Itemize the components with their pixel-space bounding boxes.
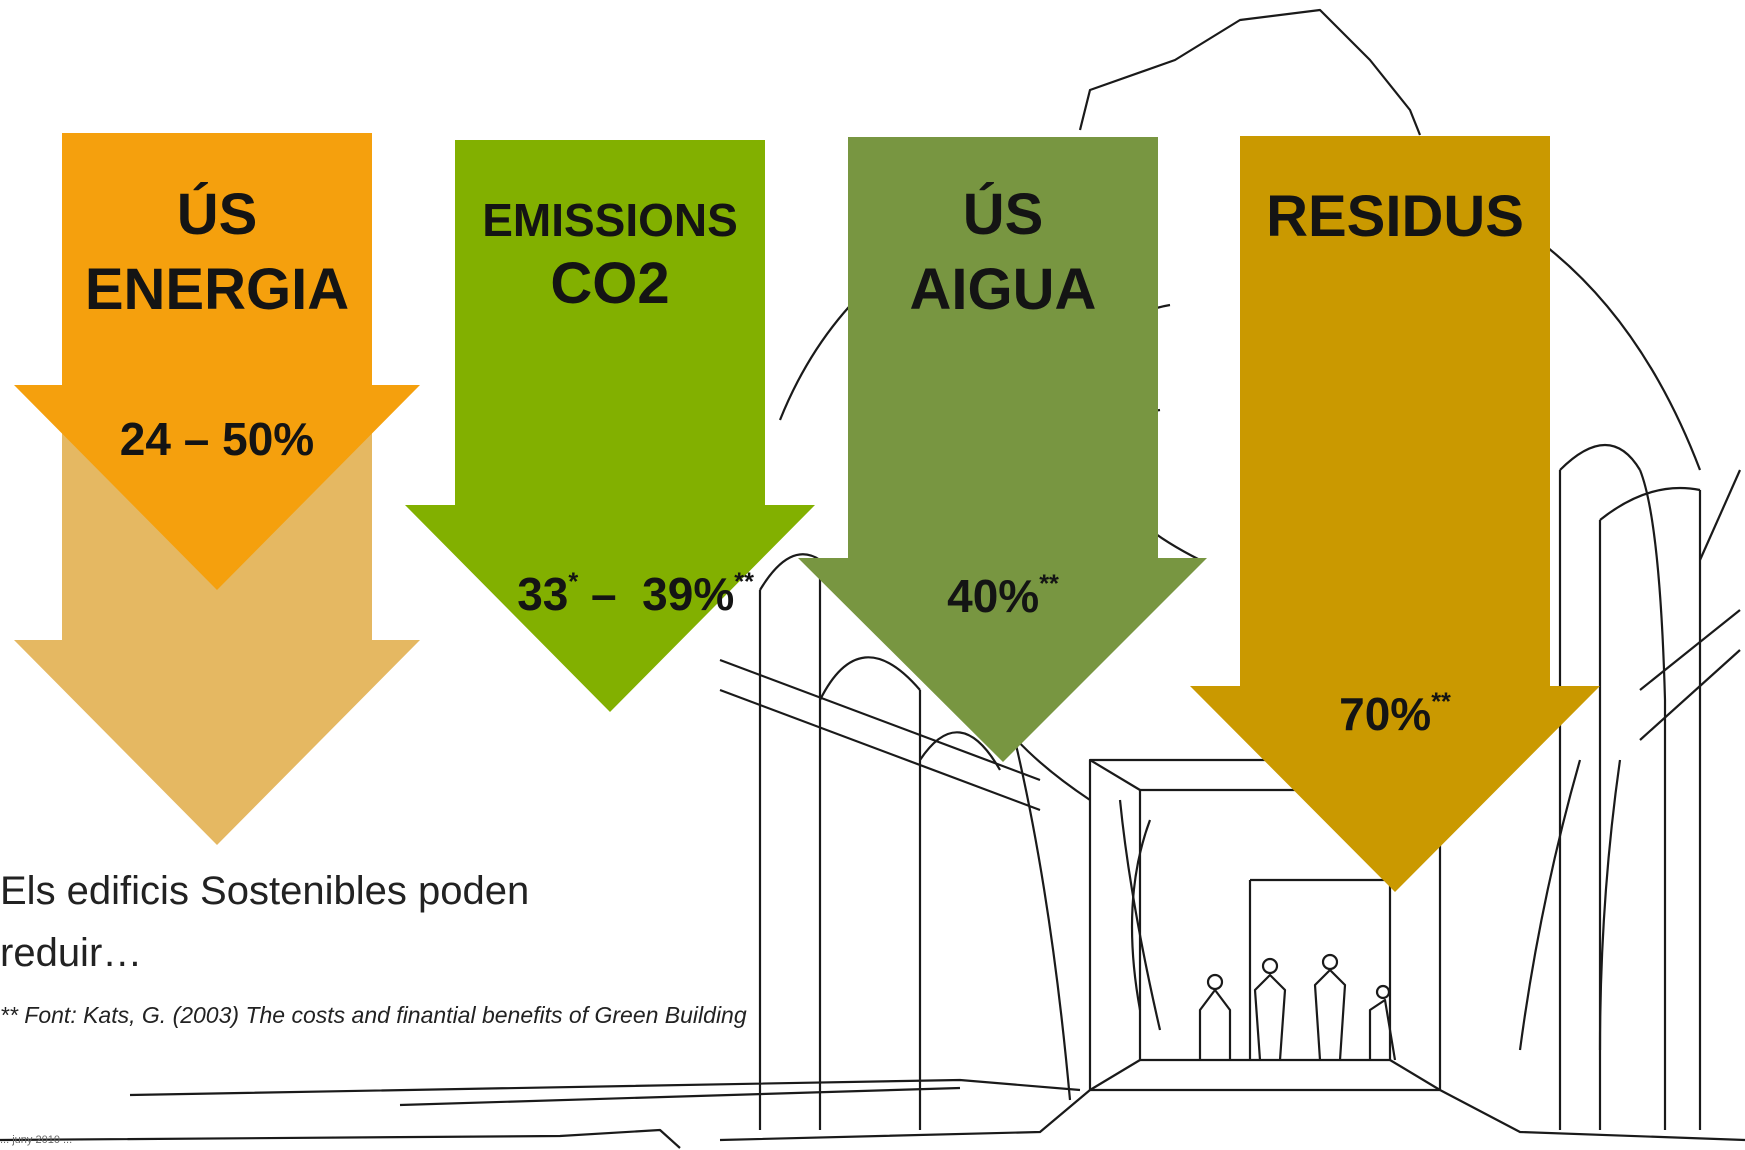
emissions-value: 33* – 39%** (455, 515, 765, 674)
emissions-title-line2: CO2 (550, 250, 670, 316)
emissions-title-line1: EMISSIONS (482, 194, 738, 246)
water-title-line2: AIGUA (909, 256, 1097, 322)
energy-arrow-shadow (14, 380, 420, 845)
waste-value-marks: ** (1431, 687, 1451, 716)
emissions-value-b: 39% (642, 567, 735, 620)
water-value: 40%** (848, 570, 1158, 623)
caption-line2: reduir… (0, 931, 143, 975)
water-value-marks: ** (1039, 569, 1059, 598)
emissions-arrow (405, 140, 815, 712)
energy-title-line1: ÚS (176, 182, 258, 247)
energy-title-line2: ENERGIA (84, 256, 350, 322)
emissions-mark-b: ** (734, 567, 754, 596)
waste-title-line1: RESIDUS (1266, 184, 1524, 249)
energy-arrow (14, 133, 420, 590)
water-title-line1: ÚS (962, 182, 1044, 247)
waste-arrow (1190, 136, 1600, 892)
waste-title: RESIDUS (1240, 184, 1550, 251)
water-arrow (798, 137, 1207, 762)
caption-line1: Els edificis Sostenibles poden (0, 869, 530, 913)
water-title: ÚS AIGUA (848, 182, 1158, 323)
footer-text: ... juny 2010 ... (0, 1134, 73, 1146)
water-value-text: 40% (947, 570, 1040, 622)
emissions-value-sep: – (578, 567, 643, 620)
energy-value: 24 – 50% (62, 413, 372, 466)
waste-value-text: 70% (1339, 688, 1432, 740)
emissions-title: EMISSIONS CO2 (455, 194, 765, 318)
emissions-value-a: 33 (517, 567, 569, 620)
energy-title: ÚS ENERGIA (62, 182, 372, 323)
caption: Els edificis Sostenibles poden reduir… (0, 860, 640, 984)
waste-value: 70%** (1240, 688, 1550, 741)
emissions-mark-a: * (568, 567, 579, 596)
energy-value-text: 24 – 50% (119, 413, 315, 465)
source-note: ** Font: Kats, G. (2003) The costs and f… (0, 1002, 747, 1028)
